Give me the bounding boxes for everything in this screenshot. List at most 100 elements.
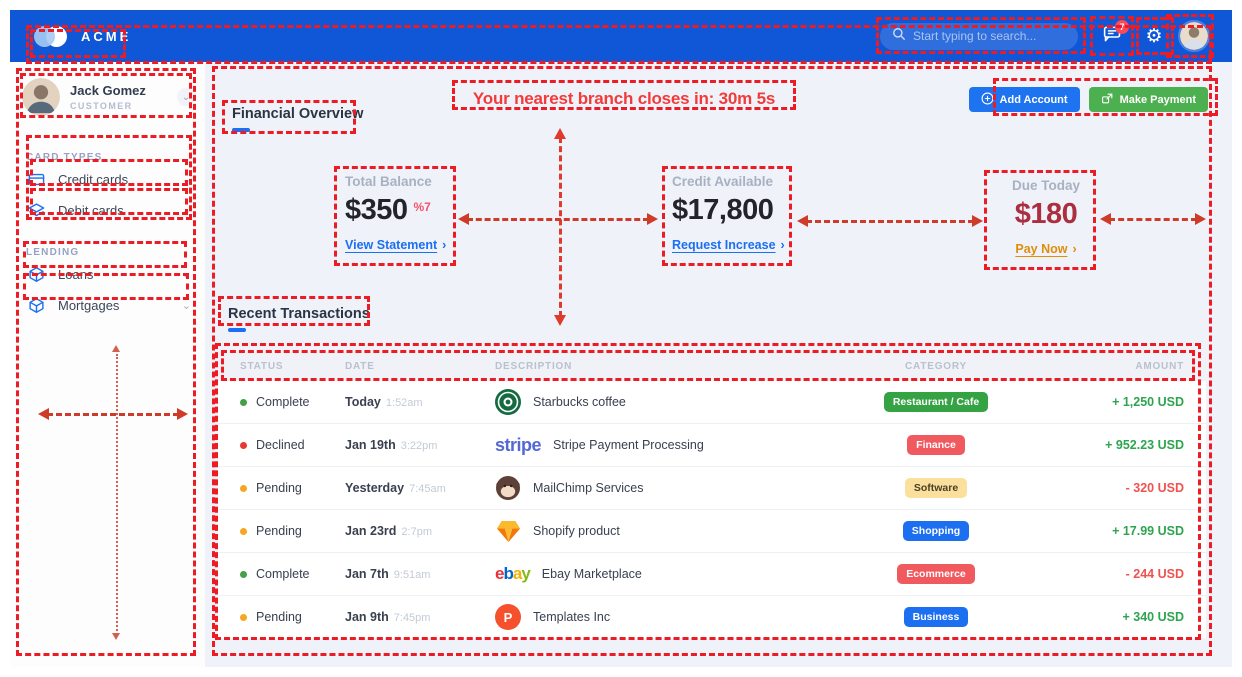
category-badge: Restaurant / Cafe — [883, 392, 989, 412]
plus-circle-icon — [981, 92, 994, 108]
user-profile-card[interactable]: Jack Gomez CUSTOMER ⌄ — [22, 78, 195, 116]
date-text: Jan 7th — [345, 567, 389, 581]
stat-value: $350 — [345, 194, 408, 226]
status-text: Pending — [256, 610, 302, 624]
table-header-row: STATUS DATE DESCRIPTION CATEGORY AMOUNT — [218, 352, 1206, 380]
merchant-name: Ebay Marketplace — [541, 567, 642, 581]
transactions-title: Recent Transactions — [228, 306, 370, 322]
table-row[interactable]: Complete Today 1:52am Starbucks coffee Re… — [218, 380, 1206, 423]
title-accent-bar — [232, 128, 250, 132]
layers-icon — [28, 202, 45, 219]
messages-button[interactable]: 7 — [1094, 18, 1130, 54]
brand-name: ACME — [81, 28, 132, 44]
profile-text: Jack Gomez CUSTOMER — [70, 83, 177, 111]
gear-icon: ⚙ — [1145, 25, 1163, 47]
amount-text: - 320 USD — [1125, 481, 1184, 495]
section-label-lending: LENDING — [26, 247, 80, 258]
date-text: Jan 19th — [345, 438, 396, 452]
sidebar-item-loans[interactable]: Loans ⌄ — [22, 260, 197, 289]
search-input[interactable] — [913, 29, 1068, 43]
stat-label: Total Balance — [345, 174, 432, 189]
stat-credit-available: Credit Available $17,800 Request Increas… — [672, 174, 785, 254]
request-increase-link[interactable]: Request Increase › — [672, 238, 785, 252]
ebay-logo: ebay — [495, 564, 531, 583]
status-dot — [240, 570, 247, 578]
merchant-name: Stripe Payment Processing — [553, 438, 704, 452]
starbucks-logo — [495, 389, 521, 415]
user-name: Jack Gomez — [70, 83, 146, 98]
status-text: Complete — [256, 395, 310, 409]
sidebar-item-label: Credit cards — [58, 172, 129, 187]
sidebar-item-mortgages[interactable]: Mortgages ⌄ — [22, 291, 197, 320]
category-badge: Shopping — [902, 521, 970, 541]
status-text: Pending — [256, 481, 302, 495]
user-avatar-button[interactable] — [1178, 20, 1210, 52]
table-row[interactable]: Complete Jan 7th 9:51am ebay Ebay Marketp… — [218, 552, 1206, 595]
add-account-button[interactable]: Add Account — [968, 87, 1080, 112]
status-dot — [240, 613, 247, 621]
sidebar-item-debit-cards[interactable]: Debit cards ⌄ — [22, 196, 197, 225]
column-header-category: CATEGORY — [905, 360, 967, 372]
amount-text: - 244 USD — [1125, 567, 1184, 581]
date-text: Jan 23rd — [345, 524, 397, 538]
time-text: 9:51am — [393, 569, 431, 581]
stat-value: $17,800 — [672, 194, 774, 226]
stat-label: Credit Available — [672, 174, 774, 189]
date-text: Jan 9th — [345, 610, 389, 624]
stat-due-today: Due Today $180 Pay Now › — [991, 178, 1101, 258]
status-text: Complete — [256, 567, 310, 581]
time-text: 1:52am — [385, 397, 423, 409]
column-header-status: STATUS — [240, 360, 284, 372]
merchant-name: Shopify product — [533, 524, 620, 538]
table-row[interactable]: Pending Jan 9th 7:45pm P Templates Inc Bu… — [218, 595, 1206, 638]
status-dot — [240, 441, 247, 449]
time-text: 7:45am — [409, 483, 446, 495]
transactions-table: STATUS DATE DESCRIPTION CATEGORY AMOUNT … — [218, 352, 1206, 638]
title-accent-bar — [228, 328, 246, 332]
global-search[interactable] — [880, 22, 1078, 50]
merchant-name: Starbucks coffee — [533, 395, 626, 409]
add-account-label: Add Account — [999, 93, 1068, 106]
amount-text: + 1,250 USD — [1112, 395, 1184, 409]
main-content: Financial Overview Your nearest branch c… — [205, 62, 1232, 667]
table-row[interactable]: Pending Yesterday 7:45am MailChimp Servic… — [218, 466, 1206, 509]
pay-now-link[interactable]: Pay Now › — [1015, 242, 1077, 256]
chevron-down-icon: ⌄ — [181, 300, 191, 312]
profile-dropdown-button[interactable]: ⌄ — [177, 88, 195, 106]
credit-card-icon — [28, 171, 45, 188]
brand-logo[interactable]: ACME — [34, 25, 132, 47]
table-row[interactable]: Declined Jan 19th 3:22pm stripe Stripe Pa… — [218, 423, 1206, 466]
merchant-name: MailChimp Services — [533, 481, 644, 495]
make-payment-label: Make Payment — [1119, 93, 1196, 106]
sidebar-item-label: Loans — [58, 267, 94, 282]
sidebar-item-credit-cards[interactable]: Credit cards ⌄ — [22, 165, 197, 194]
user-role: CUSTOMER — [70, 101, 133, 111]
chevron-right-icon: › — [780, 238, 785, 252]
notification-badge: 7 — [1115, 20, 1129, 34]
stat-label: Due Today — [1011, 178, 1080, 193]
view-statement-link[interactable]: View Statement › — [345, 238, 447, 252]
cube-icon — [28, 297, 45, 314]
status-text: Pending — [256, 524, 302, 538]
table-row[interactable]: Pending Jan 23rd 2:7pm Shopify product Sh… — [218, 509, 1206, 552]
mailchimp-logo — [495, 475, 521, 501]
stripe-logo: stripe — [495, 434, 542, 455]
chevron-down-icon: ⌄ — [181, 174, 191, 186]
category-badge: Software — [904, 478, 968, 498]
settings-button[interactable]: ⚙ — [1136, 18, 1172, 54]
payment-share-icon — [1101, 92, 1114, 108]
chevron-right-icon: › — [442, 238, 447, 252]
column-header-date: DATE — [345, 360, 375, 372]
column-header-description: DESCRIPTION — [495, 360, 573, 372]
time-text: 2:7pm — [401, 526, 432, 538]
cube-icon — [28, 266, 45, 283]
status-dot — [240, 398, 247, 406]
chevron-down-icon: ⌄ — [181, 269, 191, 281]
diamond-logo — [495, 518, 521, 544]
make-payment-button[interactable]: Make Payment — [1088, 87, 1208, 112]
stat-value: $180 — [1014, 198, 1078, 230]
page-title: Financial Overview — [232, 106, 364, 122]
amount-text: + 952.23 USD — [1105, 438, 1184, 452]
logo-circle-icon — [34, 25, 55, 47]
category-badge: Ecommerce — [897, 564, 975, 584]
